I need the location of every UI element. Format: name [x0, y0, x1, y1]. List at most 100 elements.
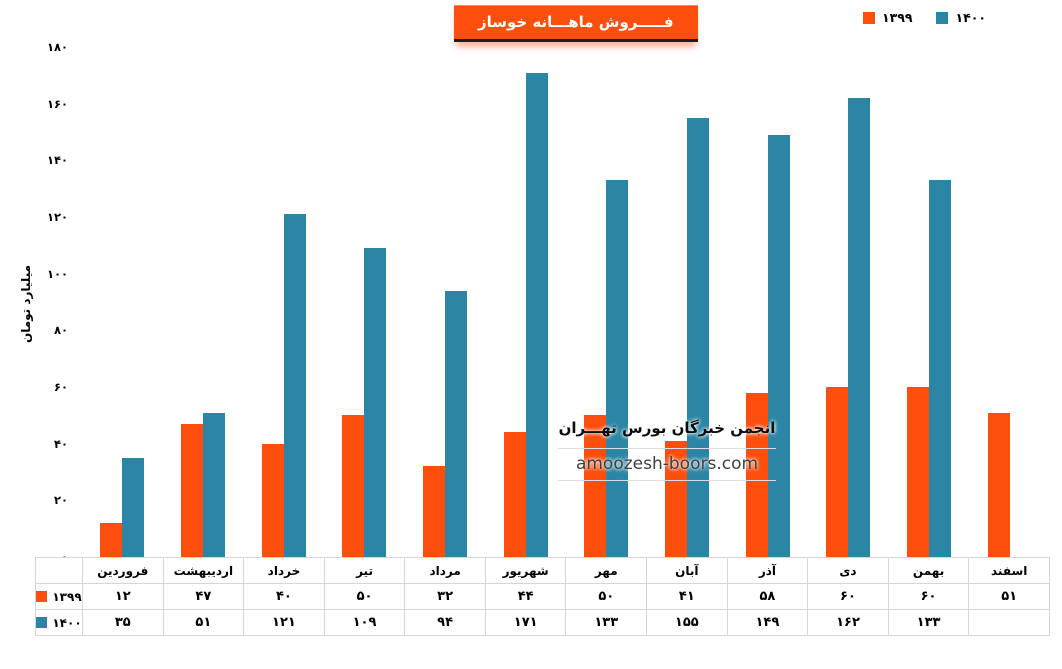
watermark: انجمن خبرگان بورس تهـــران amoozesh-boor… — [558, 419, 776, 481]
table-row-1399: ۱۳۹۹ ۱۲ ۴۷ ۴۰ ۵۰ ۳۲ ۴۴ ۵۰ ۴۱ ۵۸ ۶۰ ۶۰ ۵۱ — [35, 583, 1050, 610]
value-cell-1400-3: ۱۲۱ — [243, 609, 325, 636]
value-cell-1399-6: ۴۴ — [484, 583, 567, 610]
bar-1400-11 — [929, 180, 952, 557]
bar-1399-4 — [342, 415, 365, 557]
bar-1400-4 — [364, 248, 387, 557]
value-cell-1400-5: ۹۴ — [404, 609, 486, 636]
row-swatch-1400-icon — [36, 617, 48, 628]
y-tick-label: ۶۰ — [53, 380, 68, 394]
y-tick-label: ۱۶۰ — [46, 96, 68, 111]
value-cell-1400-8: ۱۵۵ — [646, 609, 728, 636]
value-cell-1400-11: ۱۳۳ — [887, 609, 970, 636]
month-header-12: اسفند — [968, 557, 1050, 584]
table-corner-cell — [35, 557, 83, 584]
bar-1400-10 — [848, 98, 871, 557]
value-cell-1400-7: ۱۳۳ — [565, 609, 648, 636]
y-tick-label: ۴۰ — [53, 436, 68, 451]
value-cell-1399-1: ۱۲ — [82, 583, 164, 610]
row-year-label: ۱۴۰۰ — [52, 615, 82, 630]
bar-1399-8 — [665, 440, 688, 557]
value-cell-1399-12: ۵۱ — [968, 583, 1050, 610]
value-cell-1399-5: ۳۲ — [404, 583, 486, 610]
value-cell-1400-12 — [968, 609, 1050, 636]
plot-area — [82, 40, 1050, 557]
bar-1399-9 — [745, 392, 768, 557]
y-axis-tick-labels: ۰۲۰۴۰۶۰۸۰۱۰۰۱۲۰۱۴۰۱۶۰۱۸۰ — [0, 40, 68, 564]
bar-1399-2 — [181, 423, 203, 557]
bar-1399-5 — [423, 466, 446, 557]
month-column — [405, 40, 486, 557]
y-tick-label: ۲۰ — [53, 493, 68, 508]
bar-1399-11 — [907, 387, 930, 557]
value-cell-1400-1: ۳۵ — [82, 609, 164, 636]
legend-label-1399: ۱۳۹۹ — [881, 10, 913, 25]
bar-1400-8 — [687, 117, 710, 557]
value-cell-1400-9: ۱۴۹ — [726, 609, 809, 636]
month-header-8: آبان — [646, 557, 728, 584]
month-column — [243, 40, 324, 557]
value-cell-1400-10: ۱۶۲ — [807, 609, 889, 636]
month-column — [324, 40, 405, 557]
bar-1399-6 — [503, 432, 526, 557]
legend-label-1400: ۱۴۰۰ — [955, 10, 986, 25]
month-header-1: فروردین — [82, 557, 164, 584]
bar-1399-1 — [100, 523, 123, 557]
month-column — [647, 40, 728, 557]
month-header-4: تیر — [323, 557, 406, 584]
month-column — [969, 40, 1050, 557]
month-header-2: اردیبهشت — [162, 557, 245, 584]
value-cell-1399-9: ۵۸ — [726, 583, 809, 610]
month-header-6: شهریور — [484, 557, 567, 584]
value-cell-1399-4: ۵۰ — [323, 583, 406, 610]
legend-swatch-1400-icon — [936, 11, 949, 24]
month-column — [808, 40, 889, 557]
bar-1399-10 — [826, 387, 849, 557]
month-column — [889, 40, 970, 557]
bar-1400-5 — [445, 290, 468, 557]
y-tick-label: ۸۰ — [53, 323, 68, 338]
month-header-5: مرداد — [404, 557, 486, 584]
value-cell-1399-3: ۴۰ — [243, 583, 325, 610]
month-header-11: بهمن — [887, 557, 970, 584]
watermark-site-text: amoozesh-boors.com — [575, 454, 759, 474]
value-cell-1399-2: ۴۷ — [162, 583, 245, 610]
value-cell-1399-11: ۶۰ — [887, 583, 970, 610]
table-row-1400: ۱۴۰۰ ۳۵ ۵۱ ۱۲۱ ۱۰۹ ۹۴ ۱۷۱ ۱۳۳ ۱۵۵ ۱۴۹ ۱۶۲ ۱۳۳ — [35, 609, 1050, 636]
month-column — [163, 40, 244, 557]
legend-swatch-1399-icon — [862, 11, 875, 24]
row-swatch-1399-icon — [36, 591, 48, 602]
y-tick-label: ۱۴۰ — [46, 153, 68, 168]
bar-1399-12 — [987, 412, 1010, 557]
watermark-divider-top — [558, 448, 776, 449]
value-cell-1400-6: ۱۷۱ — [484, 609, 567, 636]
row-label-1399: ۱۳۹۹ — [35, 583, 83, 610]
legend-item-1399: ۱۳۹۹ — [862, 10, 913, 25]
value-cell-1399-7: ۵۰ — [565, 583, 648, 610]
bar-1400-2 — [203, 412, 225, 557]
month-header-7: مهر — [565, 557, 648, 584]
month-header-10: دی — [807, 557, 889, 584]
value-cell-1400-4: ۱۰۹ — [323, 609, 406, 636]
row-year-label: ۱۳۹۹ — [52, 589, 82, 604]
bar-1399-7 — [584, 415, 607, 557]
month-column — [82, 40, 163, 557]
chart-title: فـــــروش ماهـــانه خوساز — [454, 5, 698, 42]
month-column — [485, 40, 566, 557]
data-table: فروردین اردیبهشت خرداد تیر مرداد شهریور مهر آبا… — [35, 557, 1050, 636]
bar-1400-6 — [525, 72, 548, 557]
month-column — [566, 40, 647, 557]
value-cell-1400-2: ۵۱ — [162, 609, 245, 636]
legend: ۱۳۹۹ ۱۴۰۰ — [862, 10, 986, 25]
month-column — [727, 40, 808, 557]
y-tick-label: ۱۸۰ — [46, 40, 68, 54]
watermark-persian-text: انجمن خبرگان بورس تهـــران — [558, 419, 776, 437]
table-header-row: فروردین اردیبهشت خرداد تیر مرداد شهریور مهر آبا… — [35, 557, 1050, 584]
value-cell-1399-10: ۶۰ — [807, 583, 889, 610]
bar-1399-3 — [261, 443, 284, 557]
bar-1400-9 — [767, 134, 790, 557]
value-cell-1399-8: ۴۱ — [646, 583, 728, 610]
bar-1400-7 — [606, 180, 629, 557]
watermark-divider-bottom — [558, 480, 776, 481]
y-tick-label: ۱۲۰ — [46, 210, 68, 224]
